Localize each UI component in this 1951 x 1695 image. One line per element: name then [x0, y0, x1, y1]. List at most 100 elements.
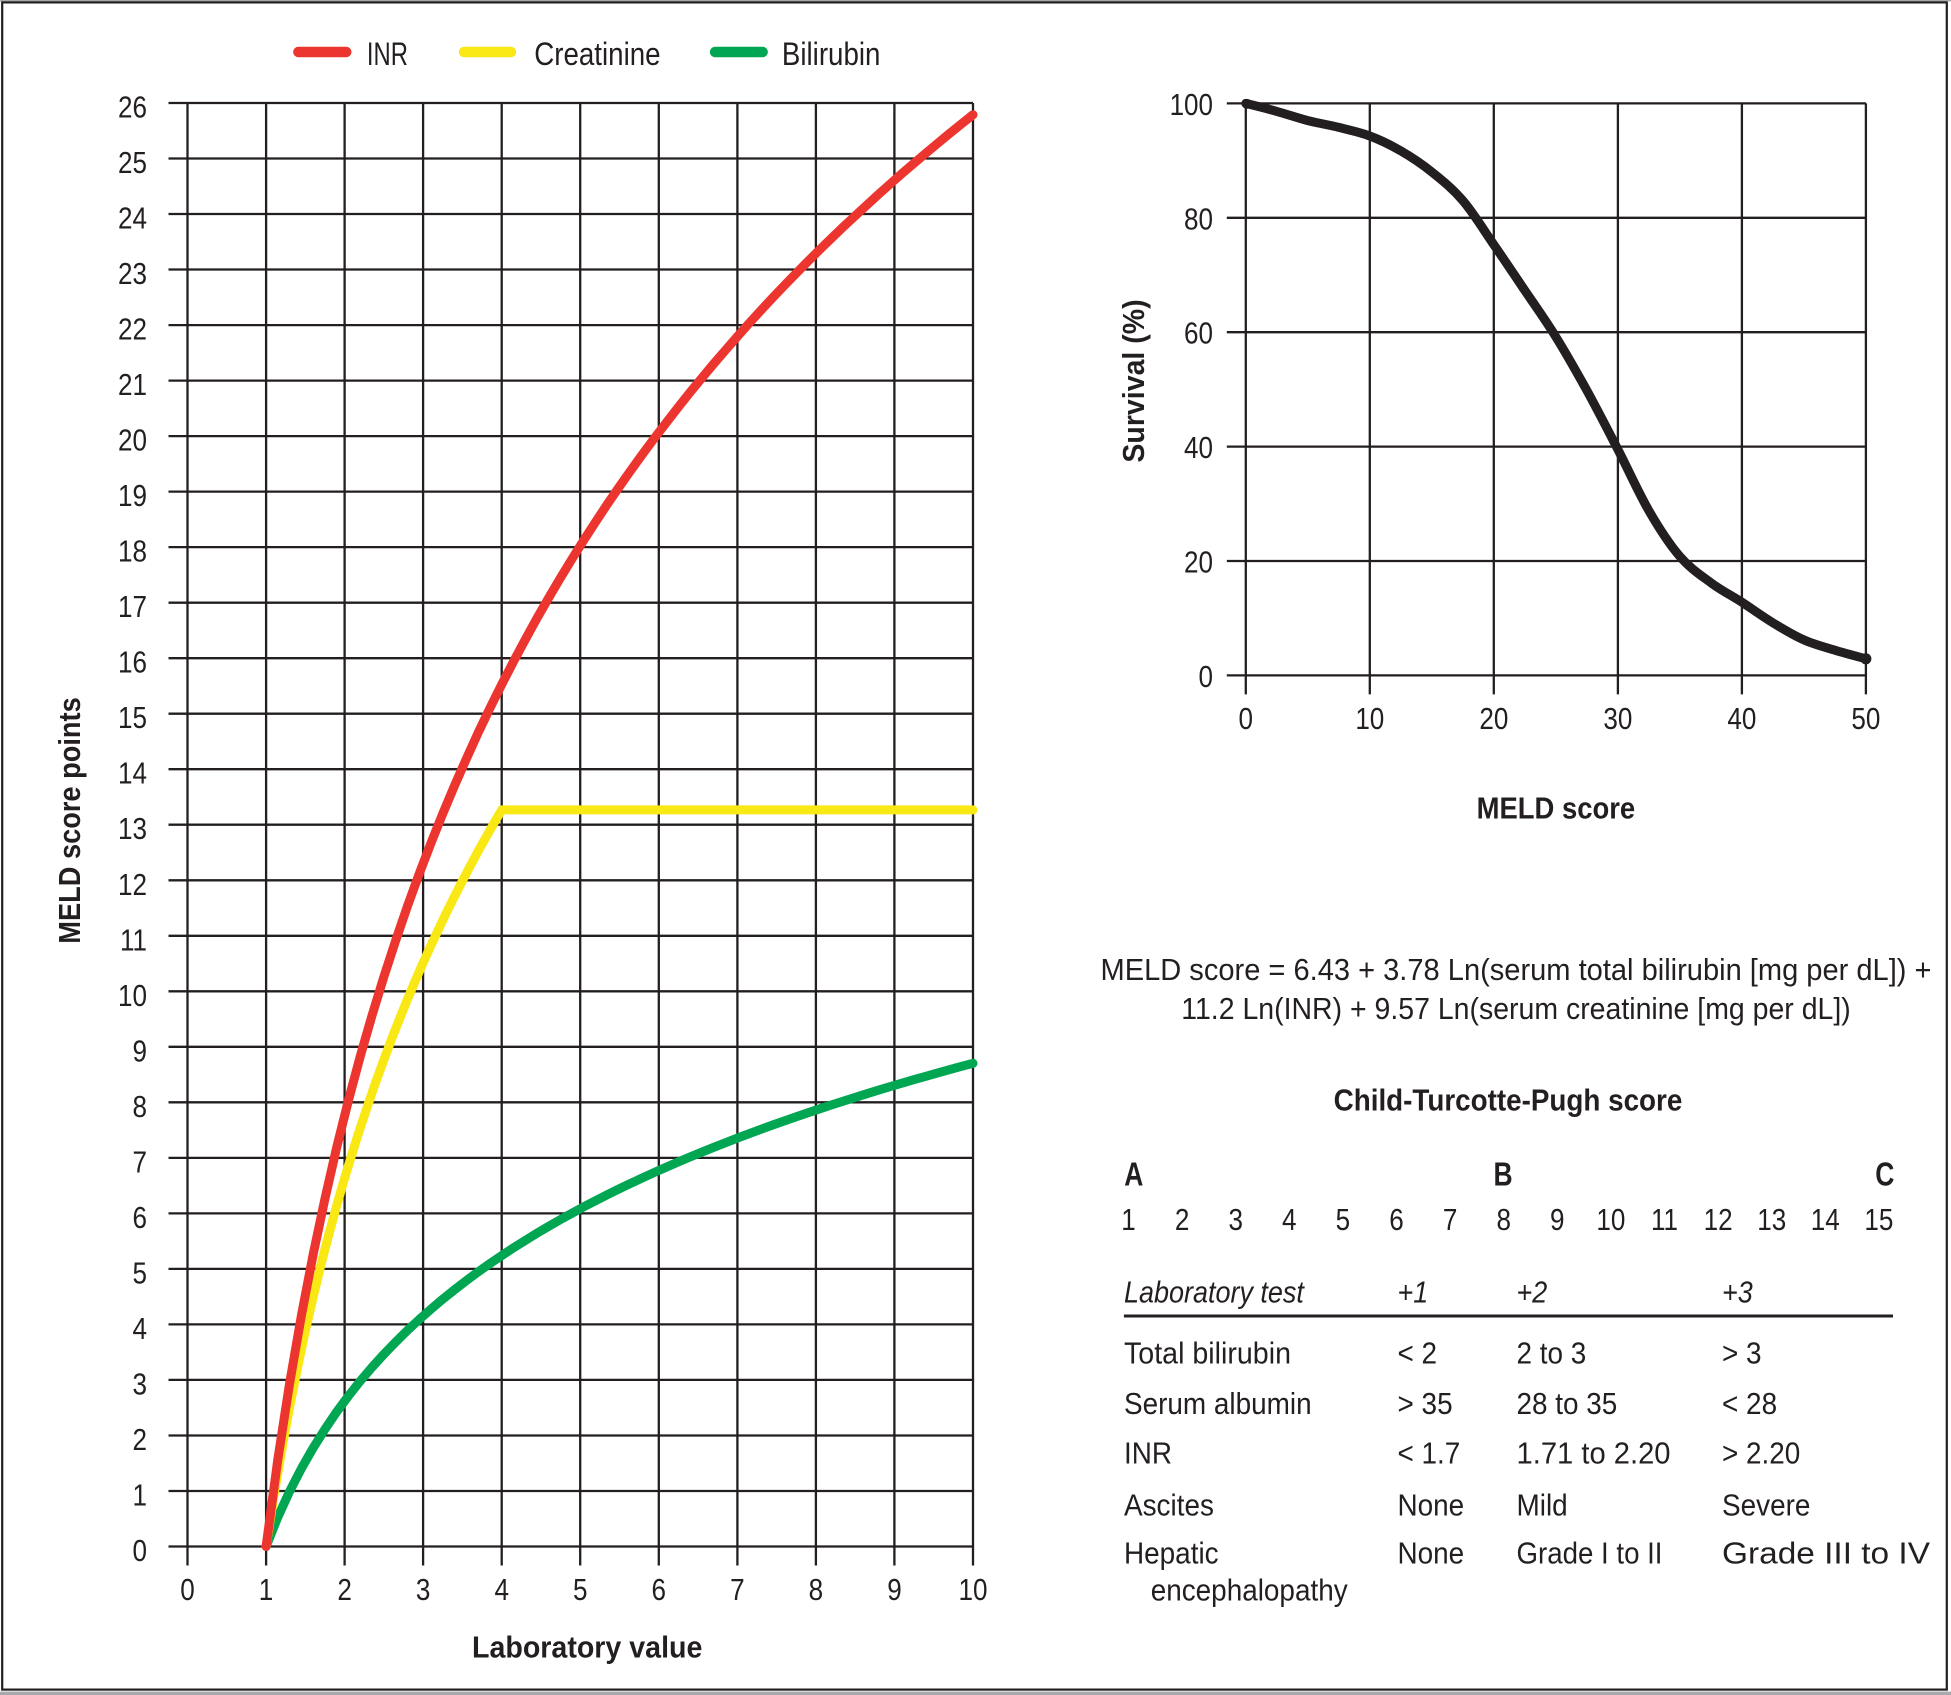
svg-text:9: 9	[1550, 1202, 1565, 1237]
svg-text:21: 21	[118, 367, 147, 402]
svg-text:< 2: < 2	[1398, 1336, 1438, 1371]
svg-text:4: 4	[494, 1572, 509, 1607]
svg-text:Child-Turcotte-Pugh score: Child-Turcotte-Pugh score	[1334, 1083, 1683, 1118]
svg-text:0: 0	[1199, 659, 1214, 694]
svg-text:1.71 to 2.20: 1.71 to 2.20	[1517, 1435, 1671, 1470]
svg-text:0: 0	[133, 1533, 148, 1568]
svg-text:INR: INR	[367, 36, 408, 72]
svg-text:MELD score points: MELD score points	[52, 697, 87, 943]
svg-text:20: 20	[1479, 701, 1508, 736]
svg-text:15: 15	[118, 700, 147, 735]
svg-text:4: 4	[133, 1311, 148, 1346]
svg-text:3: 3	[133, 1366, 148, 1401]
svg-text:0: 0	[180, 1572, 195, 1607]
svg-text:20: 20	[118, 423, 147, 458]
svg-text:80: 80	[1184, 201, 1213, 236]
svg-text:1: 1	[259, 1572, 274, 1607]
svg-text:10: 10	[1355, 701, 1384, 736]
svg-text:> 2.20: > 2.20	[1722, 1435, 1800, 1470]
svg-text:40: 40	[1727, 701, 1756, 736]
svg-text:11: 11	[1651, 1202, 1678, 1237]
svg-text:7: 7	[1443, 1202, 1458, 1237]
svg-text:19: 19	[118, 478, 147, 513]
svg-text:14: 14	[1811, 1202, 1840, 1237]
svg-text:12: 12	[1704, 1202, 1733, 1237]
svg-text:12: 12	[118, 867, 147, 902]
svg-text:5: 5	[133, 1255, 148, 1290]
svg-text:50: 50	[1851, 701, 1880, 736]
svg-text:10: 10	[1596, 1202, 1625, 1237]
svg-text:25: 25	[118, 145, 147, 180]
svg-text:MELD score = 6.43 + 3.78 Ln(se: MELD score = 6.43 + 3.78 Ln(serum total …	[1101, 952, 1932, 987]
svg-text:MELD score: MELD score	[1477, 791, 1636, 826]
svg-text:None: None	[1398, 1487, 1465, 1522]
svg-text:Bilirubin: Bilirubin	[782, 36, 881, 72]
svg-text:< 28: < 28	[1722, 1386, 1777, 1421]
svg-text:Serum albumin: Serum albumin	[1124, 1386, 1312, 1421]
svg-text:None: None	[1398, 1536, 1465, 1571]
svg-text:Creatinine: Creatinine	[534, 36, 660, 72]
svg-text:13: 13	[1757, 1202, 1786, 1237]
svg-text:1: 1	[1121, 1202, 1136, 1237]
svg-text:22: 22	[118, 312, 147, 347]
svg-text:Laboratory test: Laboratory test	[1124, 1275, 1305, 1310]
svg-text:INR: INR	[1124, 1435, 1172, 1470]
svg-text:16: 16	[118, 645, 147, 680]
svg-text:7: 7	[133, 1144, 148, 1179]
svg-text:Total bilirubin: Total bilirubin	[1124, 1336, 1291, 1371]
svg-text:7: 7	[730, 1572, 745, 1607]
svg-text:17: 17	[118, 589, 147, 624]
svg-text:Ascites: Ascites	[1124, 1487, 1214, 1522]
svg-text:0: 0	[1239, 701, 1254, 736]
svg-text:+2: +2	[1517, 1275, 1548, 1310]
svg-text:B: B	[1494, 1156, 1513, 1193]
svg-text:+1: +1	[1398, 1275, 1429, 1310]
svg-text:30: 30	[1603, 701, 1632, 736]
svg-text:5: 5	[1336, 1202, 1351, 1237]
svg-text:1: 1	[133, 1477, 148, 1512]
svg-text:10: 10	[118, 978, 147, 1013]
svg-text:6: 6	[652, 1572, 667, 1607]
svg-text:15: 15	[1864, 1202, 1893, 1237]
svg-text:Grade I to II: Grade I to II	[1517, 1536, 1663, 1571]
svg-text:9: 9	[887, 1572, 902, 1607]
svg-text:60: 60	[1184, 316, 1213, 351]
svg-text:2: 2	[337, 1572, 352, 1607]
svg-text:20: 20	[1184, 545, 1213, 580]
svg-text:Hepatic: Hepatic	[1124, 1536, 1219, 1571]
svg-text:Severe: Severe	[1722, 1487, 1810, 1522]
svg-text:26: 26	[118, 89, 147, 124]
svg-text:Laboratory value: Laboratory value	[472, 1630, 702, 1665]
svg-text:10: 10	[959, 1572, 988, 1607]
svg-text:Mild: Mild	[1517, 1487, 1568, 1522]
svg-text:5: 5	[573, 1572, 588, 1607]
svg-text:13: 13	[118, 811, 147, 846]
svg-text:8: 8	[1496, 1202, 1511, 1237]
svg-text:< 1.7: < 1.7	[1398, 1435, 1461, 1470]
svg-text:23: 23	[118, 256, 147, 291]
svg-text:> 3: > 3	[1722, 1336, 1762, 1371]
svg-text:11: 11	[120, 922, 147, 957]
svg-text:8: 8	[809, 1572, 824, 1607]
svg-text:2 to 3: 2 to 3	[1517, 1336, 1587, 1371]
svg-text:8: 8	[133, 1089, 148, 1124]
svg-text:+3: +3	[1722, 1275, 1753, 1310]
svg-text:9: 9	[133, 1033, 148, 1068]
svg-text:28 to 35: 28 to 35	[1517, 1386, 1618, 1421]
svg-text:3: 3	[416, 1572, 431, 1607]
svg-text:2: 2	[1175, 1202, 1190, 1237]
svg-text:> 35: > 35	[1398, 1386, 1453, 1421]
svg-text:14: 14	[118, 756, 147, 791]
svg-text:24: 24	[118, 201, 147, 236]
svg-text:4: 4	[1282, 1202, 1297, 1237]
svg-text:C: C	[1875, 1156, 1894, 1193]
svg-text:A: A	[1124, 1156, 1143, 1193]
svg-text:6: 6	[1389, 1202, 1404, 1237]
svg-text:6: 6	[133, 1200, 148, 1235]
svg-text:3: 3	[1228, 1202, 1243, 1237]
svg-text:40: 40	[1184, 430, 1213, 465]
svg-text:100: 100	[1170, 87, 1213, 122]
svg-text:encephalopathy: encephalopathy	[1151, 1573, 1348, 1608]
svg-text:18: 18	[118, 534, 147, 569]
svg-text:2: 2	[133, 1422, 148, 1457]
